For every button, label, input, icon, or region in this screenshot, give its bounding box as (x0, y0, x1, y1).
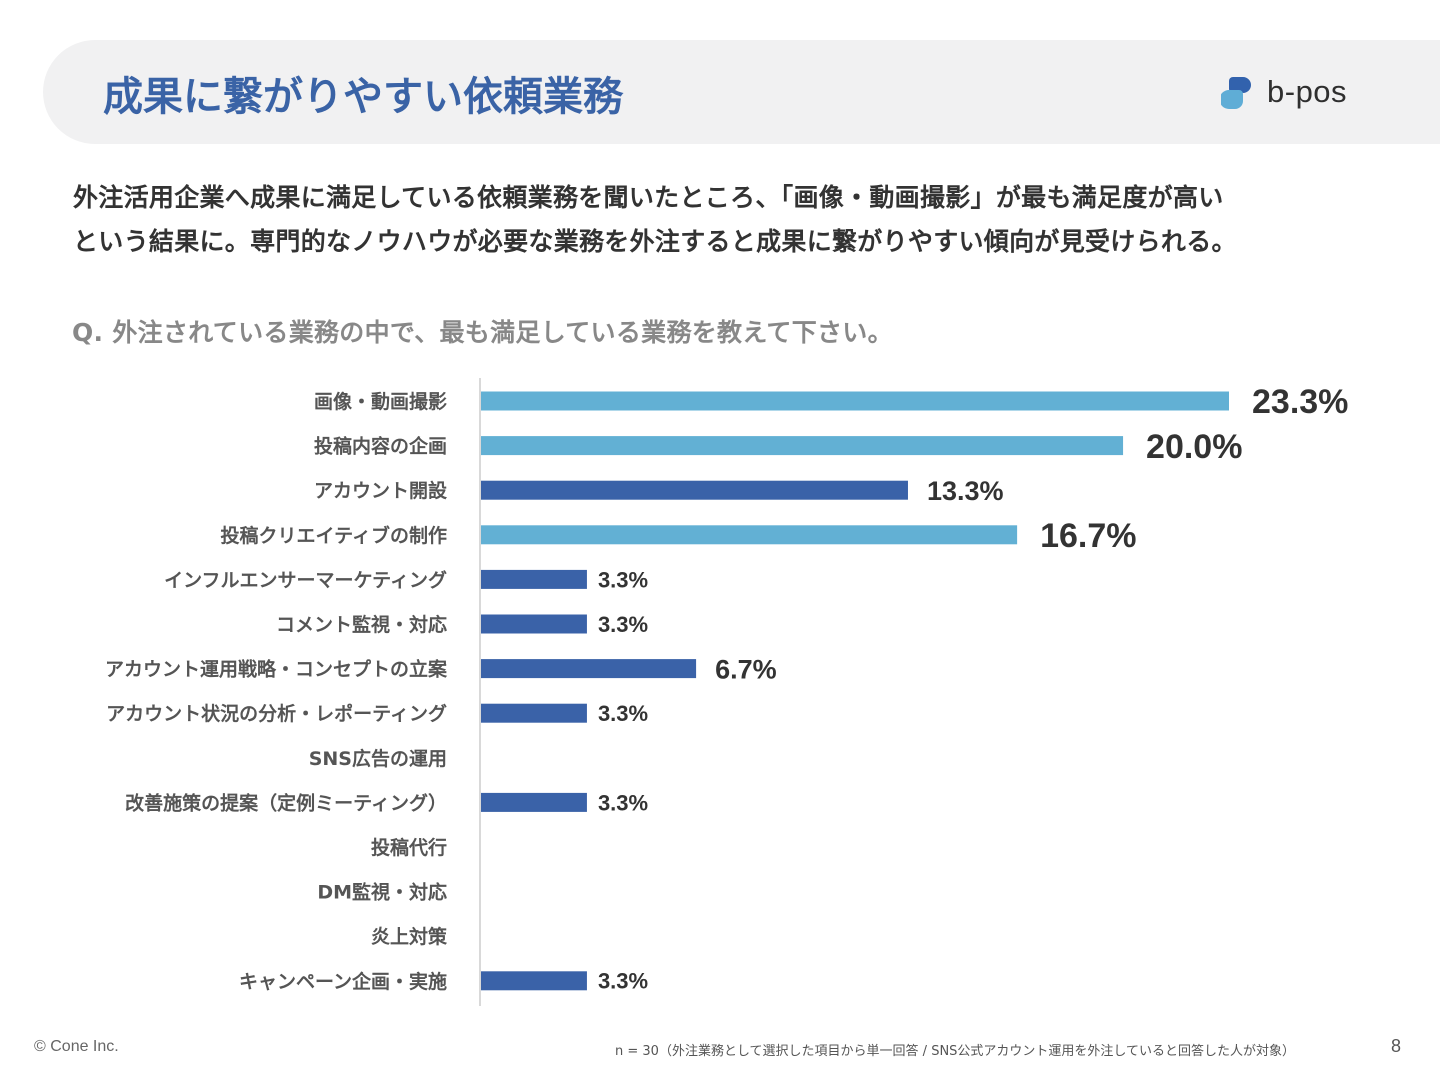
data-label: 3.3% (598, 790, 648, 815)
category-label: アカウント開設 (314, 479, 448, 502)
sample-note: n = 30（外注業務として選択した項目から単一回答 / SNS公式アカウント運… (615, 1044, 1296, 1059)
brand-logo: b-pos (1221, 74, 1348, 109)
category-label: 改善施策の提案（定例ミーティング） (125, 791, 447, 814)
bar (481, 971, 587, 991)
data-label: 3.3% (598, 612, 648, 637)
bar (481, 792, 587, 812)
data-label: 23.3% (1252, 383, 1348, 421)
copyright: © Cone Inc. (34, 1038, 119, 1055)
data-label: 20.0% (1146, 428, 1242, 466)
category-label: コメント監視・対応 (276, 613, 447, 636)
category-label: SNS広告の運用 (309, 747, 447, 770)
category-label: 投稿クリエイティブの制作 (221, 524, 447, 547)
bar (481, 569, 587, 589)
data-label: 3.3% (598, 701, 648, 726)
bar (481, 525, 1018, 545)
category-label: キャンペーン企画・実施 (239, 970, 447, 993)
category-label: 投稿内容の企画 (314, 435, 447, 458)
data-label: 6.7% (715, 654, 777, 684)
survey-question: Q. 外注されている業務の中で、最も満足している業務を教えて下さい。 (72, 318, 893, 347)
data-label: 3.3% (598, 567, 648, 592)
lead-line-1: 外注活用企業へ成果に満足している依頼業務を聞いたところ、「画像・動画撮影」が最も… (73, 183, 1224, 212)
page-title: 成果に繋がりやすい依頼業務 (103, 74, 623, 120)
bar (481, 659, 697, 679)
category-label: インフルエンサーマーケティング (164, 568, 447, 591)
data-label: 13.3% (927, 476, 1004, 506)
data-label: 3.3% (598, 969, 648, 994)
bar (481, 436, 1124, 456)
bar-chart: 画像・動画撮影 23.3% 投稿内容の企画 20.0% アカウント開設 13.3% 投稿クリ… (105, 378, 1348, 1006)
category-label: DM監視・対応 (317, 881, 447, 904)
data-label: 16.7% (1040, 517, 1136, 555)
lead-line-2: という結果に。専門的なノウハウが必要な業務を外注すると成果に繋がりやすい傾向が見… (73, 227, 1237, 256)
bar (481, 480, 908, 500)
category-label: アカウント状況の分析・レポーティング (106, 702, 447, 725)
category-label: アカウント運用戦略・コンセプトの立案 (105, 658, 448, 681)
logo-text: b-pos (1267, 74, 1348, 109)
category-label: 投稿代行 (371, 836, 447, 859)
category-label: 炎上対策 (371, 925, 448, 948)
bar (481, 614, 587, 634)
page-number: 8 (1391, 1036, 1402, 1056)
category-label: 画像・動画撮影 (314, 390, 447, 413)
lead-text: 外注活用企業へ成果に満足している依頼業務を聞いたところ、「画像・動画撮影」が最も… (73, 176, 1393, 264)
b-pos-logo-icon (1221, 77, 1251, 109)
bar (481, 703, 587, 723)
header-banner: 成果に繋がりやすい依頼業務 b-pos (43, 40, 1440, 144)
bar (481, 391, 1229, 411)
